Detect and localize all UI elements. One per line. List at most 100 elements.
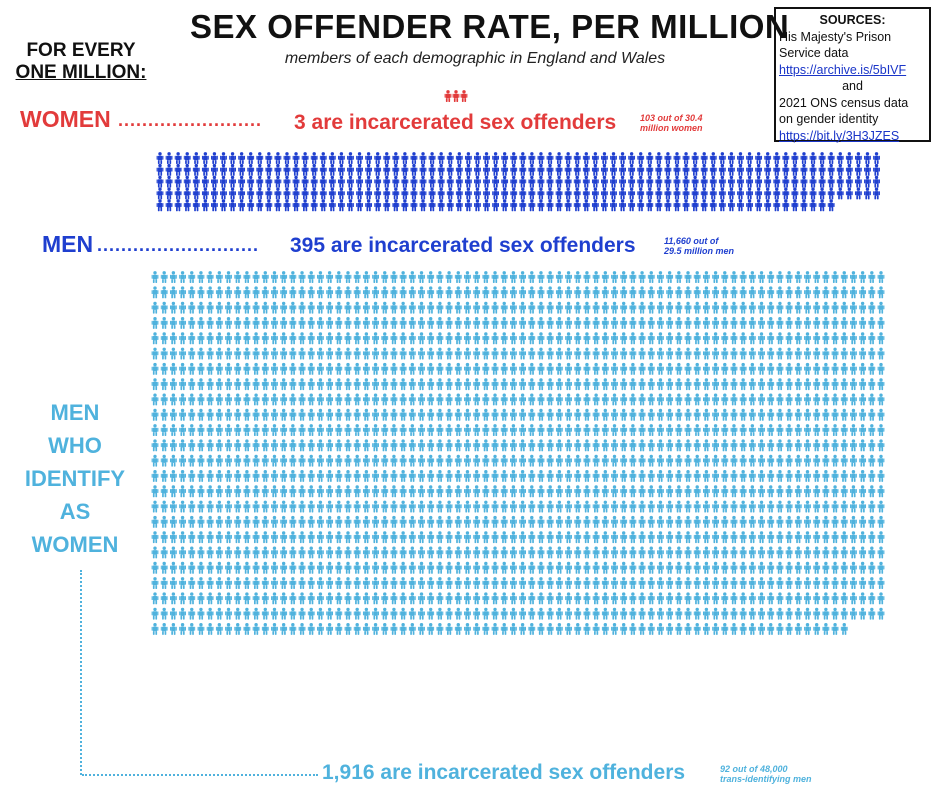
trans-man-icon <box>721 378 729 391</box>
trans-man-icon <box>326 577 334 589</box>
trans-man-icon <box>620 362 628 375</box>
trans-man-icon <box>160 500 168 513</box>
trans-man-icon <box>767 515 775 528</box>
trans-man-icon <box>436 393 444 406</box>
trans-man-icon <box>418 561 425 574</box>
trans-man-icon <box>206 561 214 574</box>
trans-man-icon <box>169 592 177 605</box>
man-icon <box>410 152 418 164</box>
trans-man-icon <box>592 378 600 391</box>
trans-man-icon <box>362 470 370 482</box>
trans-man-icon <box>684 515 692 528</box>
trans-man-icon <box>271 347 278 360</box>
man-icon <box>628 199 636 212</box>
trans-man-icon <box>739 378 747 391</box>
trans-man-icon <box>390 439 398 452</box>
trans-man-icon <box>381 531 389 544</box>
trans-man-icon <box>362 592 370 605</box>
trans-man-icon <box>151 378 159 391</box>
trans-man-icon <box>638 271 646 283</box>
trans-man-icon <box>804 301 811 314</box>
trans-man-icon <box>326 515 334 528</box>
trans-man-icon <box>317 500 324 513</box>
trans-man-icon <box>335 561 343 574</box>
trans-man-icon <box>197 317 205 329</box>
man-icon <box>791 175 799 188</box>
trans-man-icon <box>629 500 637 513</box>
trans-man-icon <box>859 362 867 375</box>
sources-link-prison[interactable]: https://archive.is/5bIVF <box>779 62 926 79</box>
trans-man-icon <box>206 623 214 635</box>
man-icon <box>718 175 726 188</box>
trans-man-icon <box>215 332 223 345</box>
trans-man-icon <box>528 470 536 482</box>
trans-man-icon <box>758 408 765 421</box>
man-icon <box>464 152 472 164</box>
trans-man-icon <box>574 393 582 406</box>
chart-subtitle: members of each demographic in England a… <box>190 50 760 68</box>
trans-man-icon <box>813 592 821 605</box>
trans-man-icon <box>555 607 563 620</box>
trans-man-icon <box>473 286 481 299</box>
man-icon <box>347 152 354 164</box>
man-icon <box>292 175 300 188</box>
trans-man-icon <box>399 531 407 544</box>
sources-link-census[interactable]: https://bit.ly/3H3JZES <box>779 128 926 145</box>
trans-man-icon <box>353 271 361 283</box>
trans-man-icon <box>666 393 674 406</box>
trans-man-icon <box>160 546 168 559</box>
trans-man-icon <box>712 515 719 528</box>
trans-man-icon <box>620 546 628 559</box>
trans-man-icon <box>151 317 159 329</box>
trans-man-icon <box>372 301 379 314</box>
trans-man-icon <box>188 454 196 467</box>
trans-man-icon <box>206 393 214 406</box>
trans-man-icon <box>721 592 729 605</box>
trans-man-icon <box>794 531 802 544</box>
trans-man-icon <box>730 271 738 283</box>
trans-man-icon <box>804 515 811 528</box>
man-icon <box>419 199 427 212</box>
trans-man-icon <box>491 378 499 391</box>
trans-man-icon <box>151 531 159 544</box>
trans-man-icon <box>611 546 618 559</box>
trans-man-icon <box>657 317 664 329</box>
trans-man-icon <box>850 531 857 544</box>
trans-man-icon <box>344 362 352 375</box>
trans-man-icon <box>188 531 196 544</box>
for-every-label: FOR EVERY ONE MILLION: <box>6 40 156 84</box>
trans-man-icon <box>252 515 260 528</box>
trans-man-icon <box>381 454 389 467</box>
trans-man-icon <box>785 378 793 391</box>
trans-man-icon <box>703 470 710 482</box>
trans-man-icon <box>703 439 710 452</box>
trans-man-icon <box>197 531 205 544</box>
trans-man-icon <box>473 271 481 283</box>
trans-man-icon <box>574 454 582 467</box>
trans-man-icon <box>482 454 490 467</box>
trans-man-icon <box>289 592 297 605</box>
trans-man-icon <box>592 317 600 329</box>
trans-man-icon <box>381 577 389 589</box>
trans-man-icon <box>169 531 177 544</box>
trans-man-icon <box>243 378 251 391</box>
trans-man-icon <box>574 347 582 360</box>
trans-man-icon <box>776 607 784 620</box>
trans-man-icon <box>261 362 269 375</box>
trans-man-icon <box>693 408 701 421</box>
trans-man-icon <box>390 454 398 467</box>
trans-man-icon <box>362 607 370 620</box>
trans-man-icon <box>225 347 232 360</box>
trans-man-icon <box>620 485 628 498</box>
trans-man-icon <box>317 271 324 283</box>
trans-man-icon <box>280 286 288 299</box>
trans-man-icon <box>804 347 811 360</box>
trans-man-icon <box>353 378 361 391</box>
trans-man-icon <box>399 378 407 391</box>
trans-man-icon <box>418 607 425 620</box>
trans-man-icon <box>326 424 334 436</box>
man-icon <box>428 175 436 188</box>
trans-man-icon <box>215 577 223 589</box>
trans-man-icon <box>362 454 370 467</box>
